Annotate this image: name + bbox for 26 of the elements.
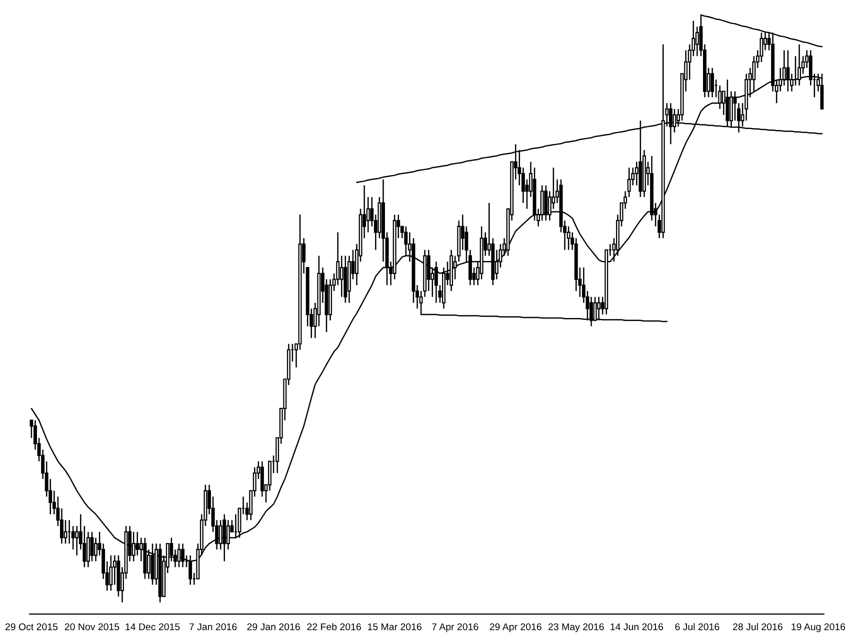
candlestick <box>109 554 113 592</box>
x-tick-label: 29 Jan 2016 <box>247 623 300 630</box>
candlestick <box>226 519 230 550</box>
candlestick <box>75 525 79 556</box>
candlestick <box>218 519 222 550</box>
x-tick-label: 28 Jul 2016 <box>733 623 782 630</box>
x-tick-label: 7 Apr 2016 <box>432 623 478 632</box>
candlestick <box>710 67 714 98</box>
x-tick-label: 6 Jul 2016 <box>675 623 720 630</box>
x-tick-label: 19 Aug 2016 <box>792 623 845 632</box>
x-tick-label: 29 Oct 2015 <box>5 623 58 630</box>
candlestick <box>544 184 548 222</box>
x-tick-label: 14 Dec 2015 <box>126 623 180 630</box>
x-tick-label: 20 Nov 2015 <box>64 623 120 630</box>
x-tick-label: 29 Apr 2016 <box>490 623 542 632</box>
candlestick <box>340 255 344 298</box>
candlestick <box>64 519 68 544</box>
x-tick-label: 7 Jan 2016 <box>189 623 237 630</box>
x-tick-label: 23 May 2016 <box>548 623 604 632</box>
x-tick-label: 15 Mar 2016 <box>368 623 422 630</box>
x-tick-label: 22 Feb 2016 <box>307 623 361 630</box>
candlestick <box>136 531 140 556</box>
candlestick <box>260 460 264 498</box>
candlestick <box>434 261 438 304</box>
candlestick <box>90 531 94 562</box>
x-tick-label: 14 Jun 2016 <box>610 623 663 630</box>
